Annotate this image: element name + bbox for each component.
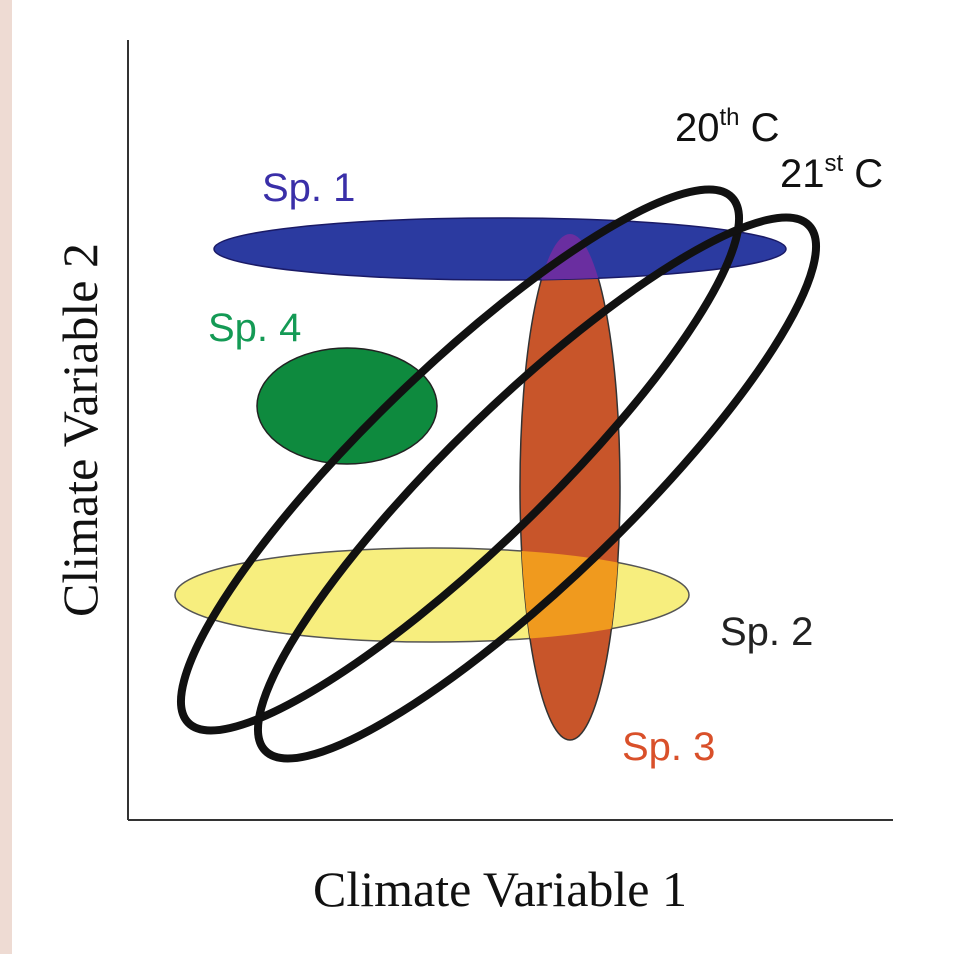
label-21st-sup: st bbox=[825, 150, 844, 177]
label-21st-base: 21 bbox=[780, 152, 825, 196]
label-21st-century: 21st C bbox=[780, 150, 883, 196]
sp4-label: Sp. 4 bbox=[208, 306, 301, 350]
sp3-label: Sp. 3 bbox=[622, 725, 715, 769]
climate-20th-century-envelope bbox=[176, 185, 744, 735]
label-20th-sup: th bbox=[720, 104, 740, 131]
sp1-label: Sp. 1 bbox=[262, 166, 355, 210]
sp2-sp3-overlap bbox=[520, 548, 620, 642]
climate-21st-century-envelope bbox=[253, 213, 821, 763]
sp1-ellipse bbox=[213, 217, 787, 281]
figure-panel bbox=[12, 0, 953, 954]
label-20th-suffix: C bbox=[740, 106, 780, 150]
sp4-ellipse bbox=[256, 347, 438, 465]
y-axis-label: Climate Variable 2 bbox=[52, 243, 108, 617]
label-20th-century: 20th C bbox=[675, 104, 780, 150]
label-20th-base: 20 bbox=[675, 106, 720, 150]
sp2-label: Sp. 2 bbox=[720, 610, 813, 654]
label-21st-suffix: C bbox=[843, 152, 883, 196]
x-axis-label: Climate Variable 1 bbox=[313, 861, 687, 917]
